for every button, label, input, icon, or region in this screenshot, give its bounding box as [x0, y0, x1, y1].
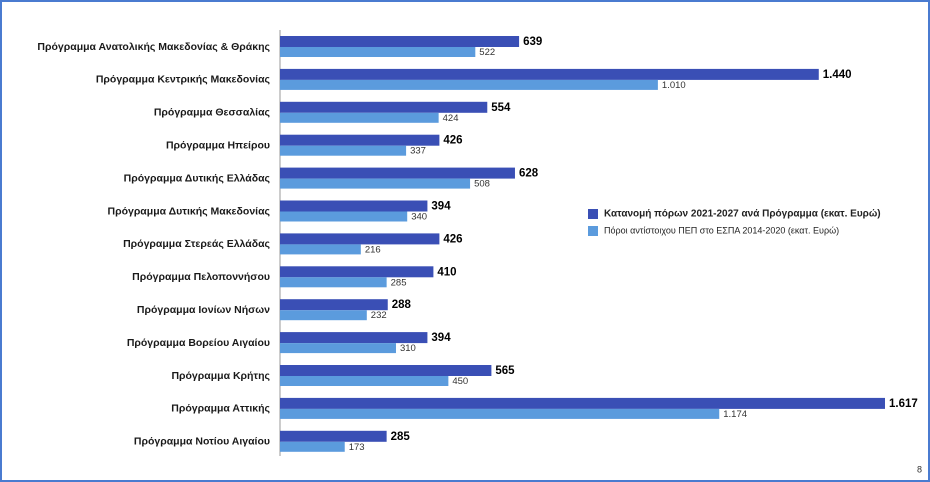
value-label: 310	[400, 343, 416, 354]
value-label: 337	[410, 146, 426, 157]
bar	[280, 376, 449, 386]
bar	[280, 233, 440, 245]
value-label: 1.617	[889, 398, 918, 410]
value-label: 288	[392, 299, 412, 311]
bar	[280, 430, 387, 442]
value-label: 285	[391, 277, 407, 288]
page-number: 8	[917, 464, 922, 474]
value-label: 426	[443, 233, 462, 245]
bar	[280, 299, 388, 311]
bar	[280, 277, 387, 288]
category-label: Πρόγραμμα Πελοποννήσου	[132, 271, 270, 283]
bar	[280, 211, 408, 222]
category-label: Πρόγραμμα Κρήτης	[171, 370, 270, 382]
value-label: 216	[365, 244, 381, 255]
value-label: 565	[495, 365, 515, 377]
bar	[280, 408, 720, 419]
value-label: 554	[491, 102, 511, 114]
value-label: 628	[519, 168, 539, 180]
value-label: 410	[437, 266, 456, 278]
value-label: 450	[452, 376, 468, 387]
value-label: 394	[431, 332, 451, 344]
bar	[280, 47, 476, 57]
category-label: Πρόγραμμα Δυτικής Μακεδονίας	[107, 205, 270, 217]
bar	[280, 332, 428, 344]
category-label: Πρόγραμμα Θεσσαλίας	[154, 107, 271, 119]
bar	[280, 441, 345, 452]
category-label: Πρόγραμμα Ιονίων Νήσων	[137, 304, 270, 316]
bar	[280, 200, 428, 212]
value-label: 639	[523, 36, 542, 48]
value-label: 424	[443, 113, 459, 124]
bar	[280, 79, 658, 90]
legend-label: Πόροι αντίστοιχου ΠΕΠ στο ΕΣΠΑ 2014-2020…	[604, 225, 839, 235]
category-label: Πρόγραμμα Κεντρικής Μακεδονίας	[96, 74, 271, 86]
category-label: Πρόγραμμα Ανατολικής Μακεδονίας & Θράκης	[37, 41, 270, 53]
bar	[280, 178, 471, 189]
value-label: 232	[371, 310, 387, 321]
bar	[280, 167, 515, 179]
bar	[280, 310, 367, 321]
value-label: 173	[349, 442, 365, 453]
value-label: 340	[411, 212, 427, 223]
bar	[280, 112, 439, 123]
bar	[280, 101, 488, 113]
bar	[280, 244, 361, 255]
value-label: 508	[474, 179, 490, 190]
value-label: 285	[391, 431, 411, 443]
bar	[280, 36, 520, 47]
value-label: 426	[443, 135, 462, 147]
bar	[280, 145, 407, 156]
category-label: Πρόγραμμα Στερεάς Ελλάδας	[123, 238, 270, 250]
legend-label: Κατανομή πόρων 2021-2027 ανά Πρόγραμμα (…	[604, 209, 881, 220]
bar	[280, 134, 440, 146]
bar	[280, 343, 396, 354]
bar	[280, 397, 885, 409]
category-label: Πρόγραμμα Δυτικής Ελλάδας	[124, 172, 271, 184]
value-label: 394	[431, 201, 451, 213]
category-label: Πρόγραμμα Ηπείρου	[166, 139, 270, 151]
value-label: 1.440	[823, 69, 852, 81]
legend-swatch	[588, 209, 598, 219]
legend-swatch	[588, 226, 598, 236]
bar	[280, 266, 434, 278]
category-label: Πρόγραμμα Αττικής	[171, 403, 270, 415]
value-label: 522	[479, 47, 495, 58]
bar	[280, 365, 492, 376]
value-label: 1.010	[662, 80, 686, 91]
category-label: Πρόγραμμα Βορείου Αιγαίου	[127, 337, 270, 349]
category-label: Πρόγραμμα Νοτίου Αιγαίου	[134, 436, 270, 448]
bar	[280, 68, 819, 80]
value-label: 1.174	[723, 409, 747, 420]
